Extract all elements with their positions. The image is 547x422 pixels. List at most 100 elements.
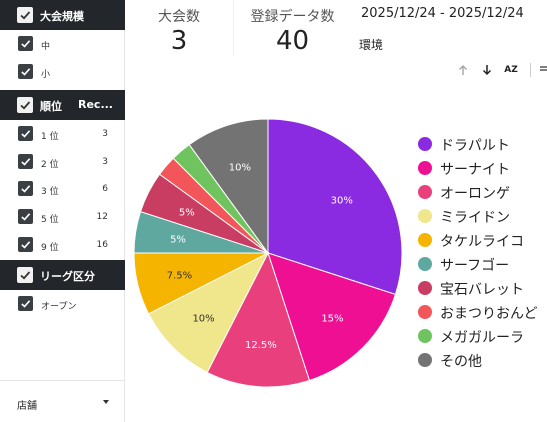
- checkbox[interactable]: [18, 181, 33, 196]
- tournament-count-value: 3: [170, 26, 188, 56]
- checkbox[interactable]: [18, 154, 33, 169]
- checkbox[interactable]: [18, 36, 33, 51]
- filter-item-league-open[interactable]: オープン: [0, 290, 125, 318]
- filter-item-label: 3 位: [41, 187, 59, 197]
- legend-swatch: [418, 137, 432, 151]
- legend-swatch: [418, 281, 432, 295]
- legend-label: オーロンゲ: [440, 186, 510, 202]
- legend-swatch: [418, 209, 432, 223]
- filter-item-rank-1[interactable]: 1 位 3: [0, 120, 125, 148]
- legend-swatch: [418, 233, 432, 247]
- sort-az-icon[interactable]: AZ: [504, 65, 518, 75]
- filter-item-size-medium[interactable]: 中: [0, 30, 125, 58]
- pie-slice[interactable]: [267, 118, 403, 296]
- pie-slice[interactable]: [206, 251, 311, 388]
- checkbox[interactable]: [18, 209, 33, 224]
- pie-chart: 30% 15% 12.5% 10% 7.5% 5% 5% 10%: [133, 118, 403, 388]
- pie-slice[interactable]: [267, 252, 397, 382]
- slice-label: 12.5%: [245, 340, 277, 351]
- section-rank[interactable]: 順位 Rec...: [0, 90, 125, 120]
- legend-swatch: [418, 185, 432, 199]
- filter-item-size-small[interactable]: 小: [0, 58, 125, 86]
- registered-count-label: 登録データ数: [250, 9, 335, 25]
- section-tournament-size[interactable]: 大会規模: [0, 0, 125, 30]
- legend-label: ミライドン: [440, 210, 510, 226]
- arrow-down-icon[interactable]: [479, 61, 495, 79]
- legend-item[interactable]: サーフゴー: [416, 254, 547, 274]
- slice-label: 15%: [321, 313, 343, 324]
- legend-item[interactable]: 宝石バレット: [416, 278, 547, 298]
- filter-item-count: 12: [96, 212, 108, 222]
- slice-label: 5%: [170, 235, 186, 246]
- filter-sidebar: 大会規模 中 小 順位 Rec... 1 位 3 2 位 3 3 位 6 5 位…: [0, 0, 125, 422]
- stats-divider: [233, 0, 234, 56]
- store-dropdown[interactable]: 店舗: [0, 380, 125, 422]
- legend-swatch: [418, 161, 432, 175]
- legend-swatch: [418, 305, 432, 319]
- pie-slice[interactable]: [147, 251, 270, 374]
- chart-toolbar: AZ: [452, 61, 547, 79]
- tournament-count-label: 大会数: [158, 9, 200, 25]
- legend-label: その他: [440, 354, 482, 370]
- toolbar-separator: [530, 63, 531, 77]
- section-rank-label: 順位: [40, 100, 62, 113]
- legend-item[interactable]: タケルライコ: [416, 230, 547, 250]
- date-range-display[interactable]: 2025/12/24 - 2025/12/24: [361, 6, 524, 21]
- section-league-label: リーグ区分: [40, 270, 95, 283]
- legend-label: おまつりおんど: [440, 306, 538, 322]
- legend-swatch: [418, 257, 432, 271]
- section-rank-checkbox[interactable]: [17, 97, 33, 113]
- legend-label: ドラパルト: [440, 138, 510, 154]
- filter-item-count: 16: [96, 240, 108, 250]
- filter-item-rank-2[interactable]: 2 位 3: [0, 148, 125, 176]
- checkbox[interactable]: [18, 64, 33, 79]
- slice-label: 5%: [179, 208, 195, 219]
- filter-item-count: 3: [102, 157, 108, 167]
- filter-item-rank-3[interactable]: 3 位 6: [0, 175, 125, 203]
- section-tournament-size-checkbox[interactable]: [17, 7, 33, 23]
- checkbox[interactable]: [18, 296, 33, 311]
- legend-label: 宝石バレット: [440, 282, 524, 298]
- legend-item[interactable]: ミライドン: [416, 206, 547, 226]
- filter-item-rank-5[interactable]: 5 位 12: [0, 203, 125, 231]
- section-tournament-size-label: 大会規模: [40, 10, 84, 23]
- filter-item-rank-9[interactable]: 9 位 16: [0, 231, 125, 259]
- slice-label: 30%: [331, 195, 353, 206]
- filter-item-label: 1 位: [41, 132, 59, 142]
- filter-item-label: 小: [41, 70, 51, 80]
- legend-label: サーフゴー: [440, 258, 510, 274]
- pie-slice[interactable]: [188, 118, 269, 255]
- filter-item-count: 3: [102, 129, 108, 139]
- registered-count-value: 40: [275, 26, 310, 56]
- legend-item[interactable]: ドラパルト: [416, 134, 547, 154]
- more-icon[interactable]: [536, 61, 547, 79]
- checkbox[interactable]: [18, 126, 33, 141]
- section-league-checkbox[interactable]: [17, 267, 33, 283]
- filter-item-count: 6: [102, 184, 108, 194]
- filter-item-label: オープン: [41, 302, 77, 312]
- slice-label: 10%: [192, 313, 214, 324]
- legend-label: サーナイト: [440, 162, 510, 178]
- legend-swatch: [418, 329, 432, 343]
- slice-label: 10%: [229, 162, 251, 173]
- dropdown-arrow-icon: [103, 400, 109, 404]
- arrow-up-icon[interactable]: [455, 61, 471, 79]
- environment-label: 環境: [359, 38, 384, 52]
- legend-swatch: [418, 353, 432, 367]
- legend-label: タケルライコ: [440, 234, 524, 250]
- section-rank-record-label: Rec...: [78, 98, 113, 111]
- checkbox[interactable]: [18, 237, 33, 252]
- store-dropdown-label: 店舗: [17, 401, 37, 412]
- filter-item-label: 5 位: [41, 215, 59, 225]
- filter-item-label: 2 位: [41, 160, 59, 170]
- filter-item-label: 中: [41, 42, 51, 52]
- legend-item[interactable]: サーナイト: [416, 158, 547, 178]
- legend-item[interactable]: おまつりおんど: [416, 302, 547, 322]
- legend-item[interactable]: オーロンゲ: [416, 182, 547, 202]
- legend-item[interactable]: その他: [416, 350, 547, 370]
- legend-item[interactable]: メガガルーラ: [416, 326, 547, 346]
- slice-label: 7.5%: [167, 270, 192, 281]
- legend-label: メガガルーラ: [440, 330, 524, 346]
- filter-item-label: 9 位: [41, 243, 59, 253]
- section-league[interactable]: リーグ区分: [0, 260, 125, 290]
